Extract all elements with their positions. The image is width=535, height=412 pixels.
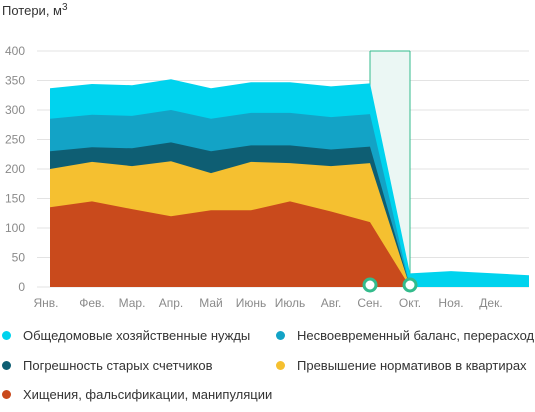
y-tick-label: 250 bbox=[5, 133, 25, 147]
legend-item-theft: Хищения, фальсификации, манипуляции bbox=[2, 387, 272, 402]
highlight-marker-end bbox=[402, 277, 418, 293]
y-tick-label: 100 bbox=[5, 221, 25, 235]
legend-label: Несвоевременный баланс, перерасход bbox=[297, 328, 535, 343]
legend-label: Хищения, фальсификации, манипуляции bbox=[23, 387, 273, 402]
legend-label: Погрешность старых счетчиков bbox=[23, 358, 213, 373]
legend-item-old-meters: Погрешность старых счетчиков bbox=[2, 358, 213, 373]
legend-marker bbox=[2, 331, 11, 340]
area-series-0 bbox=[50, 201, 529, 287]
y-tick-label: 200 bbox=[5, 162, 25, 176]
legend-label: Общедомовые хозяйственные нужды bbox=[23, 328, 251, 343]
y-tick-label: 400 bbox=[5, 44, 25, 58]
x-tick-label: Авг. bbox=[321, 296, 342, 310]
x-tick-label: Дек. bbox=[479, 296, 502, 310]
chart-legend: Общедомовые хозяйственные нужды Несвоевр… bbox=[0, 318, 535, 412]
x-tick-label: Янв. bbox=[33, 296, 58, 310]
x-tick-label: Фев. bbox=[79, 296, 105, 310]
y-tick-label: 150 bbox=[5, 192, 25, 206]
y-tick-label: 350 bbox=[5, 74, 25, 88]
y-tick-label: 50 bbox=[12, 251, 26, 265]
x-tick-label: Июль bbox=[275, 296, 306, 310]
y-tick-label: 300 bbox=[5, 103, 25, 117]
highlight-marker-start bbox=[362, 277, 378, 293]
x-tick-label: Ноя. bbox=[438, 296, 463, 310]
legend-marker bbox=[2, 361, 11, 370]
legend-item-late-balance: Несвоевременный баланс, перерасход bbox=[276, 328, 534, 343]
y-axis-title: Потери, м3 bbox=[2, 2, 68, 18]
loss-area-chart: Потери, м3 0 50 100 150 200 250 300 350 400 Янв.… bbox=[2, 2, 529, 310]
legend-item-norm-excess: Превышение нормативов в квартирах bbox=[276, 358, 527, 373]
legend-marker bbox=[276, 331, 285, 340]
x-tick-label: Сен. bbox=[357, 296, 382, 310]
x-tick-label: Май bbox=[199, 296, 223, 310]
legend-marker bbox=[276, 361, 285, 370]
x-tick-label: Окт. bbox=[399, 296, 421, 310]
y-tick-label: 0 bbox=[18, 280, 25, 294]
legend-item-common-needs: Общедомовые хозяйственные нужды bbox=[2, 328, 250, 343]
legend-label: Превышение нормативов в квартирах bbox=[297, 358, 527, 373]
x-tick-label: Апр. bbox=[159, 296, 184, 310]
x-tick-label: Мар. bbox=[119, 296, 146, 310]
legend-marker bbox=[2, 390, 11, 399]
x-tick-label: Июнь bbox=[236, 296, 267, 310]
